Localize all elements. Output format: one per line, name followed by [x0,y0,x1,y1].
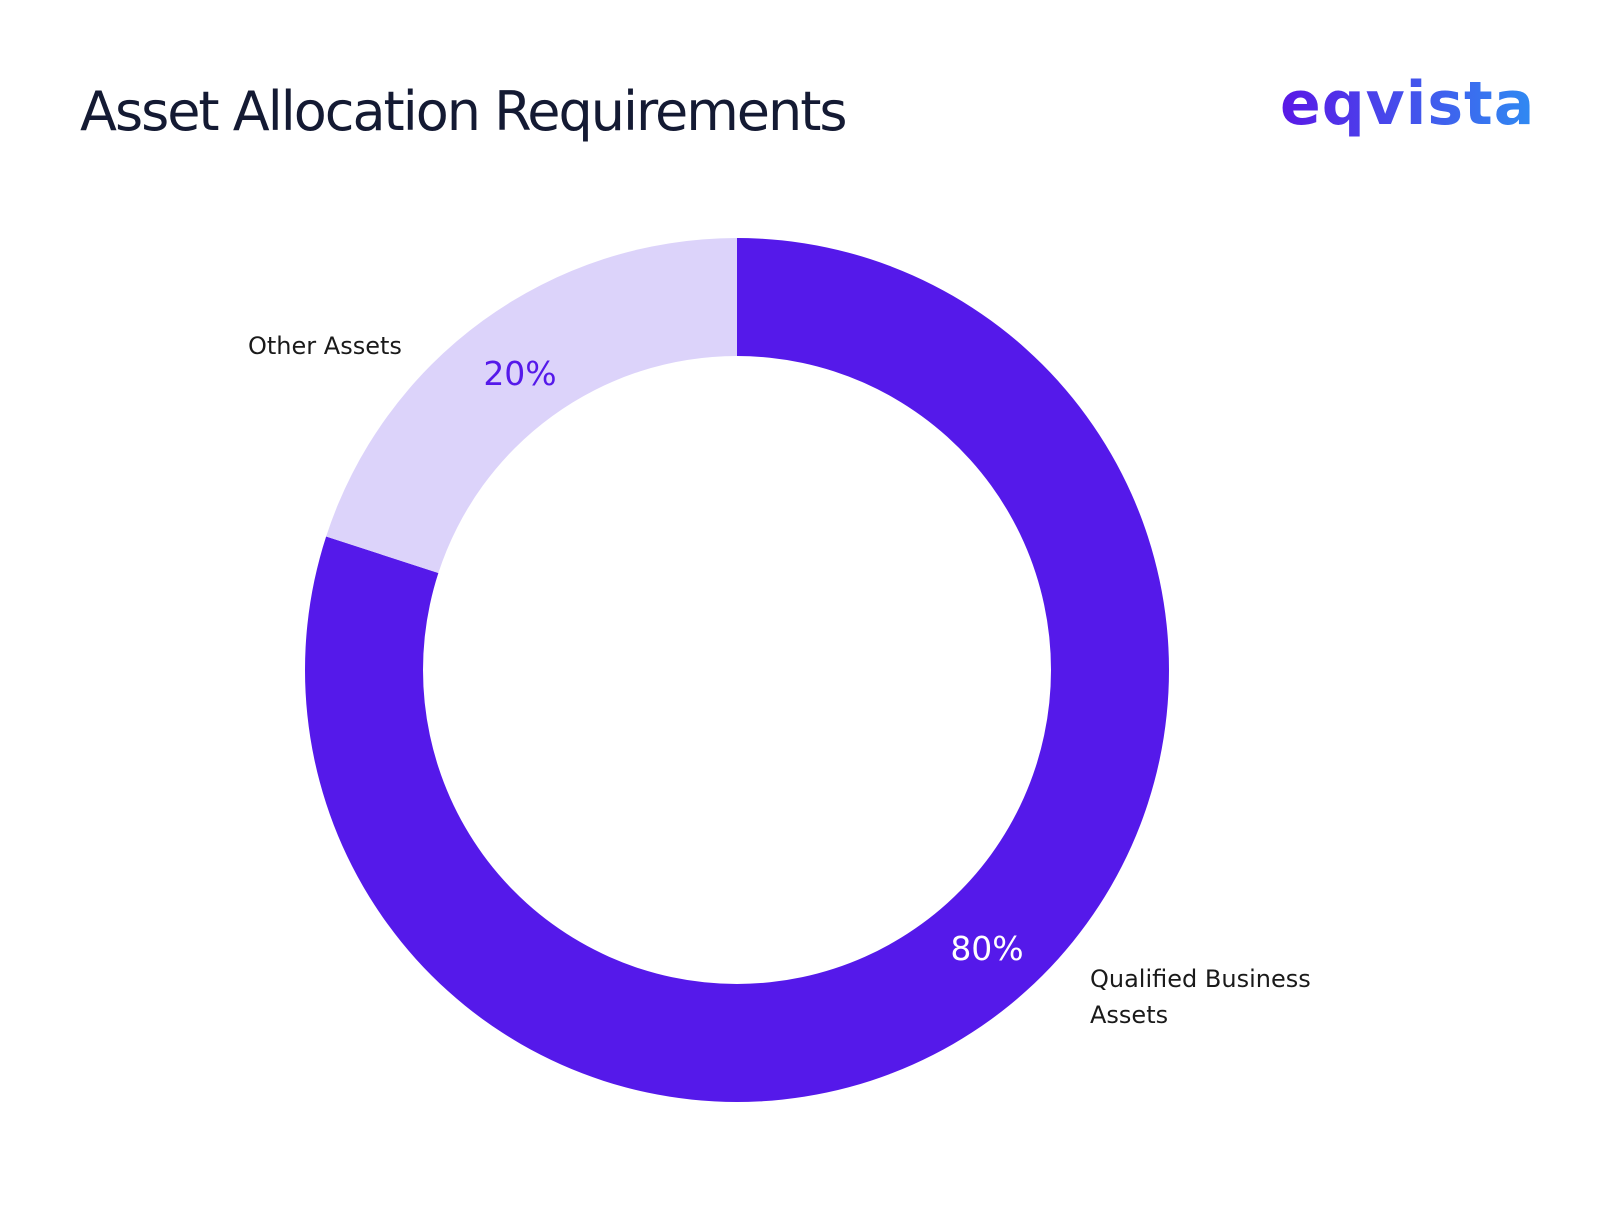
logo-text: eqvista [1280,69,1535,139]
value-label-other-assets: 20% [483,354,556,393]
category-label-other-assets: Other Assets [248,332,402,360]
chart-value-labels: 80% 20% [483,354,1023,968]
value-label-qualified-business-assets: 80% [950,929,1023,968]
page-title: Asset Allocation Requirements [80,80,848,143]
slice-other-assets [326,238,737,573]
chart-category-labels: Qualified Business Assets Other Assets [248,332,1311,1029]
eqvista-logo: eqvista [1280,69,1535,139]
chart-slices [305,238,1170,1102]
category-label-qualified-business-assets: Qualified Business Assets [1090,965,1311,1029]
